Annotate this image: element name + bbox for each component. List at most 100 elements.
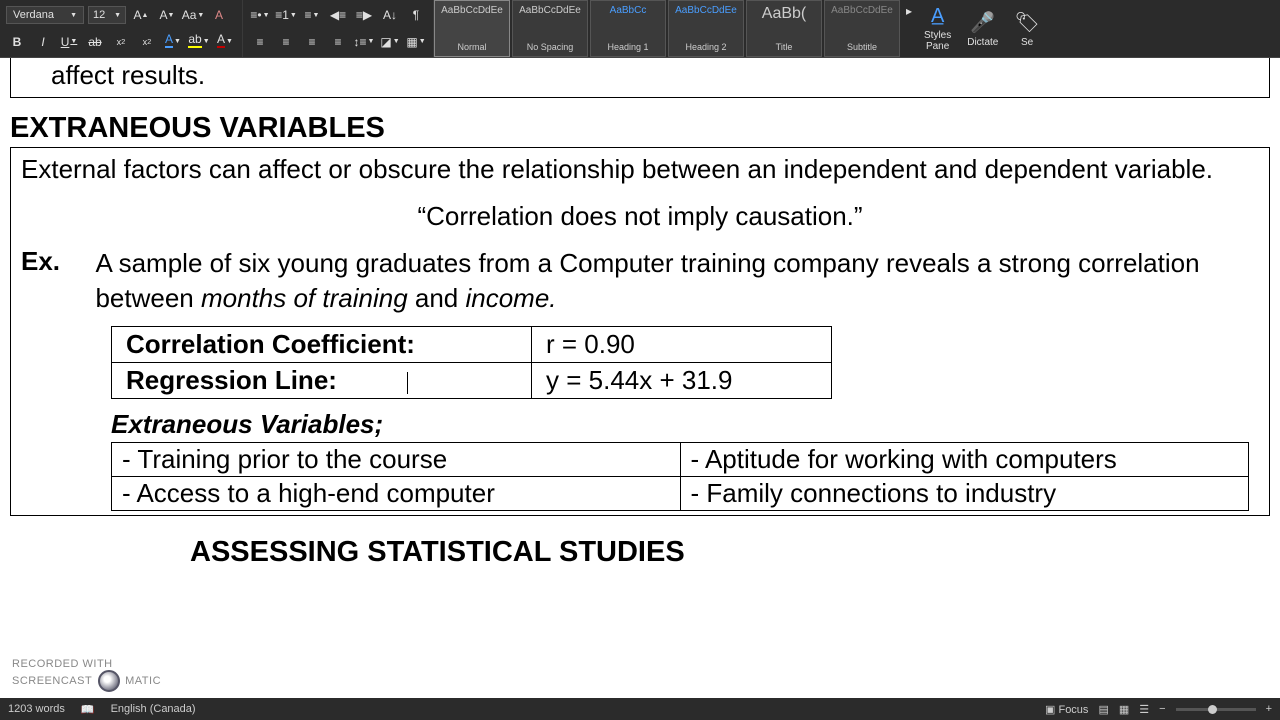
dictate-label: Dictate bbox=[967, 37, 998, 48]
language-status[interactable]: English (Canada) bbox=[111, 703, 196, 715]
variables-table: - Training prior to the course - Aptitud… bbox=[111, 442, 1249, 511]
change-case-button[interactable]: Aa▼ bbox=[182, 4, 204, 26]
font-name-value: Verdana bbox=[13, 9, 54, 21]
font-size-combo[interactable]: 12 ▼ bbox=[88, 6, 126, 24]
watermark: RECORDED WITH SCREENCAST MATIC bbox=[12, 658, 161, 692]
underline-button[interactable]: U▼ bbox=[58, 31, 80, 53]
style-heading2[interactable]: AaBbCcDdEe Heading 2 bbox=[668, 0, 744, 57]
example-label: Ex. bbox=[21, 246, 91, 277]
strikethrough-button[interactable]: ab bbox=[84, 31, 106, 53]
align-center-button[interactable]: ≡ bbox=[275, 31, 297, 53]
extraneous-subheader: Extraneous Variables; bbox=[111, 409, 1259, 440]
view-print-icon[interactable]: ▤ bbox=[1098, 703, 1108, 716]
style-preview: AaBbCcDdEe bbox=[675, 5, 737, 16]
numbering-button[interactable]: ≡1▼ bbox=[275, 4, 297, 26]
font-name-combo[interactable]: Verdana ▼ bbox=[6, 6, 84, 24]
text-effects-button[interactable]: A▼ bbox=[162, 31, 184, 53]
zoom-slider[interactable] bbox=[1176, 708, 1256, 711]
font-color-button[interactable]: A▼ bbox=[214, 31, 236, 53]
document-area[interactable]: affect results. EXTRANEOUS VARIABLES Ext… bbox=[0, 58, 1280, 658]
text-cursor bbox=[407, 372, 408, 394]
style-preview: AaBbCcDdEe bbox=[441, 5, 503, 16]
styles-pane-icon: A̲ bbox=[931, 5, 944, 28]
table-row: Correlation Coefficient: r = 0.90 bbox=[112, 327, 832, 363]
italic-button[interactable]: I bbox=[32, 31, 54, 53]
previous-section-box: affect results. bbox=[10, 58, 1270, 98]
style-label: Heading 2 bbox=[685, 42, 726, 52]
partial-text: affect results. bbox=[51, 60, 205, 90]
example-block: Ex. A sample of six young graduates from… bbox=[21, 246, 1259, 316]
zoom-in-button[interactable]: + bbox=[1266, 703, 1272, 715]
style-label: Heading 1 bbox=[607, 42, 648, 52]
view-web-icon[interactable]: ▦ bbox=[1119, 703, 1129, 716]
style-title[interactable]: AaBb( Title bbox=[746, 0, 822, 57]
style-heading1[interactable]: AaBbCc Heading 1 bbox=[590, 0, 666, 57]
style-preview: AaBbCcDdEe bbox=[831, 5, 893, 16]
style-label: Subtitle bbox=[847, 42, 877, 52]
correlation-label: Correlation Coefficient: bbox=[112, 327, 532, 363]
intro-text: External factors can affect or obscure t… bbox=[21, 152, 1259, 187]
watermark-logo-icon bbox=[98, 670, 120, 692]
decrease-indent-button[interactable]: ◀≡ bbox=[327, 4, 349, 26]
paragraph-section: ≡•▼ ≡1▼ ≡▼ ◀≡ ≡▶ A↓ ¶ ≡ ≡ ≡ ≡ ↕≡▼ ◪▼ ▦▼ bbox=[243, 0, 434, 57]
sort-button[interactable]: A↓ bbox=[379, 4, 401, 26]
shading-button[interactable]: ◪▼ bbox=[379, 31, 401, 53]
status-left: 1203 words 📖 English (Canada) bbox=[8, 703, 196, 716]
section-content-box: External factors can affect or obscure t… bbox=[10, 147, 1270, 516]
styles-gallery: AaBbCcDdEe Normal AaBbCcDdEe No Spacing … bbox=[434, 0, 916, 57]
chevron-down-icon: ▼ bbox=[114, 12, 121, 19]
section-heading: EXTRANEOUS VARIABLES bbox=[10, 112, 1270, 145]
styles-pane-button[interactable]: A̲ StylesPane bbox=[916, 0, 959, 57]
dictate-button[interactable]: 🎤 Dictate bbox=[959, 0, 1006, 57]
table-row: - Training prior to the course - Aptitud… bbox=[112, 443, 1249, 477]
table-row: - Access to a high-end computer - Family… bbox=[112, 477, 1249, 511]
quote-text: “Correlation does not imply causation.” bbox=[21, 201, 1259, 232]
multilevel-button[interactable]: ≡▼ bbox=[301, 4, 323, 26]
justify-button[interactable]: ≡ bbox=[327, 31, 349, 53]
style-preview: AaBbCcDdEe bbox=[519, 5, 581, 16]
grow-font-button[interactable]: A▲ bbox=[130, 4, 152, 26]
var-cell: - Access to a high-end computer bbox=[112, 477, 681, 511]
shrink-font-button[interactable]: A▼ bbox=[156, 4, 178, 26]
word-count[interactable]: 1203 words bbox=[8, 703, 65, 715]
show-marks-button[interactable]: ¶ bbox=[405, 4, 427, 26]
example-text: A sample of six young graduates from a C… bbox=[95, 246, 1253, 316]
style-normal[interactable]: AaBbCcDdEe Normal bbox=[434, 0, 510, 57]
style-subtitle[interactable]: AaBbCcDdEe Subtitle bbox=[824, 0, 900, 57]
style-preview: AaBbCc bbox=[610, 5, 647, 16]
style-label: Normal bbox=[457, 42, 486, 52]
status-right: ▣ Focus ▤ ▦ ☰ − + bbox=[1045, 703, 1272, 716]
stats-table: Correlation Coefficient: r = 0.90 Regres… bbox=[111, 326, 832, 399]
zoom-out-button[interactable]: − bbox=[1159, 703, 1165, 715]
focus-mode-button[interactable]: ▣ Focus bbox=[1045, 703, 1088, 716]
sensitivity-icon: 🏷 bbox=[1014, 10, 1039, 35]
watermark-line2: SCREENCAST MATIC bbox=[12, 670, 161, 692]
subscript-button[interactable]: x2 bbox=[110, 31, 132, 53]
var-cell: - Training prior to the course bbox=[112, 443, 681, 477]
font-section: Verdana ▼ 12 ▼ A▲ A▼ Aa▼ A B I U▼ ab x2 … bbox=[0, 0, 243, 57]
watermark-line1: RECORDED WITH bbox=[12, 658, 161, 670]
zoom-thumb[interactable] bbox=[1208, 705, 1217, 714]
sensitivity-button-partial[interactable]: 🏷 Se bbox=[1006, 0, 1047, 57]
view-outline-icon[interactable]: ☰ bbox=[1139, 703, 1149, 716]
superscript-button[interactable]: x2 bbox=[136, 31, 158, 53]
sensitivity-label: Se bbox=[1021, 37, 1033, 48]
font-size-value: 12 bbox=[93, 9, 105, 21]
line-spacing-button[interactable]: ↕≡▼ bbox=[353, 31, 375, 53]
styles-more-button[interactable]: ▸ bbox=[902, 0, 916, 22]
style-label: Title bbox=[776, 42, 793, 52]
bullets-button[interactable]: ≡•▼ bbox=[249, 4, 271, 26]
increase-indent-button[interactable]: ≡▶ bbox=[353, 4, 375, 26]
spellcheck-icon[interactable]: 📖 bbox=[81, 703, 95, 716]
clear-formatting-button[interactable]: A bbox=[208, 4, 230, 26]
var-cell: - Family connections to industry bbox=[680, 477, 1249, 511]
microphone-icon: 🎤 bbox=[970, 10, 995, 35]
style-preview: AaBb( bbox=[762, 5, 806, 23]
borders-button[interactable]: ▦▼ bbox=[405, 31, 427, 53]
highlight-button[interactable]: ab▼ bbox=[188, 31, 210, 53]
var-cell: - Aptitude for working with computers bbox=[680, 443, 1249, 477]
bold-button[interactable]: B bbox=[6, 31, 28, 53]
align-right-button[interactable]: ≡ bbox=[301, 31, 323, 53]
style-no-spacing[interactable]: AaBbCcDdEe No Spacing bbox=[512, 0, 588, 57]
align-left-button[interactable]: ≡ bbox=[249, 31, 271, 53]
